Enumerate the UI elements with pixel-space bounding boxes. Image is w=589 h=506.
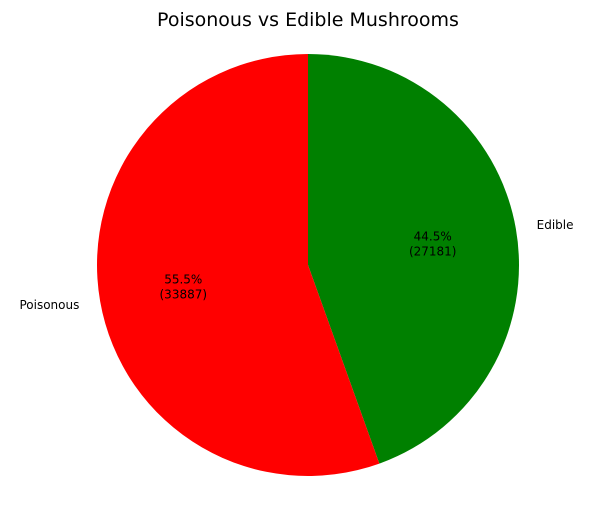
slice-percent-poisonous: 55.5% bbox=[164, 273, 202, 287]
slice-percent-edible: 44.5% bbox=[414, 229, 452, 243]
pie-slices bbox=[97, 54, 519, 476]
slice-count-poisonous: (33887) bbox=[160, 288, 208, 302]
slice-count-edible: (27181) bbox=[409, 244, 457, 258]
slice-label-edible: Edible bbox=[537, 218, 574, 232]
chart-title: Poisonous vs Edible Mushrooms bbox=[157, 9, 459, 31]
slice-label-poisonous: Poisonous bbox=[19, 298, 79, 312]
